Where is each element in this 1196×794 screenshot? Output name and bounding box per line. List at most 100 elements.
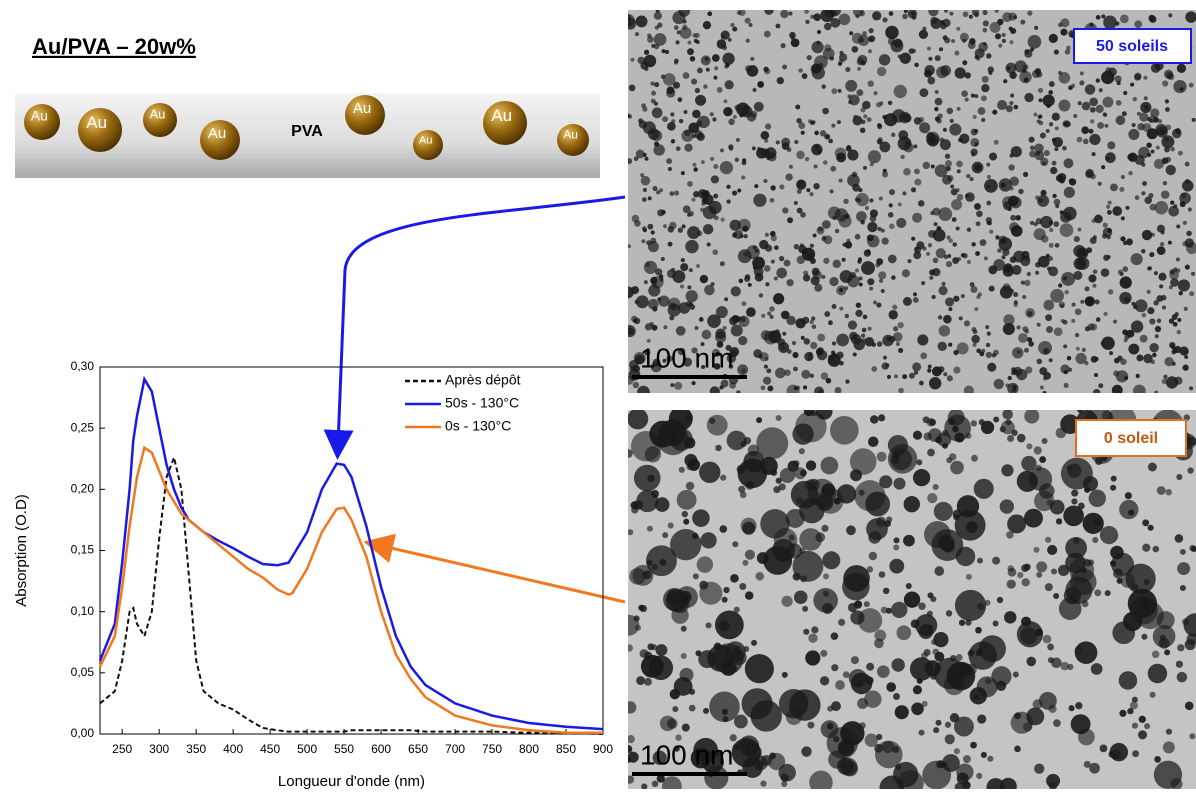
nanoparticle bbox=[1063, 505, 1084, 527]
nanoparticle bbox=[1047, 643, 1055, 651]
nanoparticle bbox=[867, 278, 875, 286]
nanoparticle bbox=[824, 44, 832, 52]
nanoparticle bbox=[806, 55, 812, 61]
series-line bbox=[99, 454, 604, 735]
nanoparticle bbox=[934, 651, 945, 662]
nanoparticle bbox=[891, 132, 896, 138]
nanoparticle bbox=[950, 188, 958, 196]
nanoparticle bbox=[651, 324, 658, 331]
nanoparticle bbox=[1162, 741, 1175, 754]
nanoparticle bbox=[1024, 92, 1034, 103]
nanoparticle bbox=[1149, 318, 1156, 325]
nanoparticle bbox=[747, 282, 752, 287]
nanoparticle bbox=[829, 189, 834, 194]
nanoparticle bbox=[1051, 568, 1058, 575]
nanoparticle bbox=[831, 123, 836, 128]
nanoparticle bbox=[667, 166, 673, 172]
nanoparticle bbox=[1038, 98, 1043, 103]
nanoparticle bbox=[977, 557, 984, 564]
nanoparticle bbox=[1124, 375, 1129, 380]
nanoparticle bbox=[912, 362, 922, 372]
nanoparticle bbox=[1084, 286, 1090, 292]
nanoparticle bbox=[895, 341, 900, 347]
nanoparticle bbox=[714, 66, 719, 71]
particle-label: Au bbox=[491, 106, 512, 125]
nanoparticle bbox=[1021, 616, 1032, 627]
nanoparticle bbox=[864, 733, 878, 747]
matrix-label: PVA bbox=[291, 123, 323, 140]
nanoparticle bbox=[628, 756, 632, 763]
legend-label: Après dépôt bbox=[445, 372, 521, 388]
nanoparticle bbox=[741, 301, 747, 307]
nanoparticle bbox=[793, 590, 808, 605]
nanoparticle bbox=[928, 230, 936, 238]
nanoparticle bbox=[1083, 476, 1099, 492]
nanoparticle bbox=[1080, 299, 1085, 304]
nanoparticle bbox=[688, 268, 693, 273]
nanoparticle bbox=[955, 653, 963, 661]
nanoparticle bbox=[723, 99, 728, 104]
nanoparticle bbox=[933, 657, 966, 690]
nanoparticle bbox=[903, 168, 911, 176]
nanoparticle bbox=[1188, 82, 1194, 88]
nanoparticle bbox=[953, 716, 974, 737]
nanoparticle bbox=[1039, 367, 1048, 376]
nanoparticle bbox=[647, 35, 654, 43]
nanoparticle bbox=[827, 705, 834, 712]
nanoparticle bbox=[993, 139, 999, 145]
nanoparticle bbox=[662, 358, 667, 363]
nanoparticle bbox=[1122, 329, 1128, 336]
nanoparticle bbox=[1066, 355, 1072, 361]
nanoparticle bbox=[983, 256, 988, 261]
nanoparticle bbox=[1009, 153, 1014, 158]
nanoparticle bbox=[1003, 79, 1008, 84]
nanoparticle bbox=[1156, 611, 1175, 630]
nanoparticle bbox=[952, 242, 957, 247]
nanoparticle bbox=[763, 364, 768, 369]
nanoparticle bbox=[701, 329, 712, 340]
nanoparticle bbox=[1132, 304, 1138, 310]
nanoparticle bbox=[681, 224, 686, 229]
nanoparticle bbox=[1161, 135, 1175, 149]
nanoparticle bbox=[1071, 489, 1079, 497]
nanoparticle bbox=[715, 444, 722, 452]
nanoparticle bbox=[927, 368, 932, 373]
nanoparticle bbox=[1053, 593, 1060, 600]
nanoparticle bbox=[1052, 193, 1057, 199]
nanoparticle bbox=[919, 122, 931, 134]
nanoparticle bbox=[1010, 93, 1015, 98]
nanoparticle bbox=[1046, 326, 1054, 334]
x-tick-label: 850 bbox=[556, 742, 576, 756]
nanoparticle bbox=[695, 650, 702, 657]
nanoparticle bbox=[663, 325, 668, 330]
nanoparticle bbox=[842, 671, 850, 678]
nanoparticle bbox=[1021, 564, 1029, 572]
nanoparticle bbox=[768, 330, 782, 344]
nanoparticle bbox=[803, 270, 809, 276]
nanoparticle bbox=[1160, 242, 1165, 247]
nanoparticle bbox=[639, 605, 648, 613]
nanoparticle bbox=[1107, 289, 1114, 295]
nanoparticle bbox=[744, 654, 774, 684]
nanoparticle bbox=[888, 310, 898, 320]
nanoparticle bbox=[944, 734, 955, 745]
nanoparticle bbox=[1016, 470, 1038, 492]
nanoparticle bbox=[962, 60, 968, 66]
nanoparticle bbox=[1087, 323, 1095, 331]
nanoparticle bbox=[858, 282, 863, 287]
particle-label: Au bbox=[353, 100, 371, 117]
nanoparticle bbox=[1119, 709, 1127, 717]
nanoparticle bbox=[886, 682, 897, 692]
nanoparticle bbox=[954, 589, 987, 622]
nanoparticle bbox=[897, 770, 924, 789]
nanoparticle bbox=[722, 716, 729, 723]
nanoparticle bbox=[825, 134, 830, 139]
nanoparticle bbox=[921, 281, 926, 286]
nanoparticle bbox=[705, 67, 710, 72]
nanoparticle bbox=[1035, 464, 1042, 472]
nanoparticle bbox=[913, 144, 918, 149]
nanoparticle bbox=[719, 261, 725, 267]
nanoparticle bbox=[774, 245, 779, 251]
nanoparticle bbox=[963, 320, 971, 327]
nanoparticle bbox=[1073, 113, 1078, 119]
